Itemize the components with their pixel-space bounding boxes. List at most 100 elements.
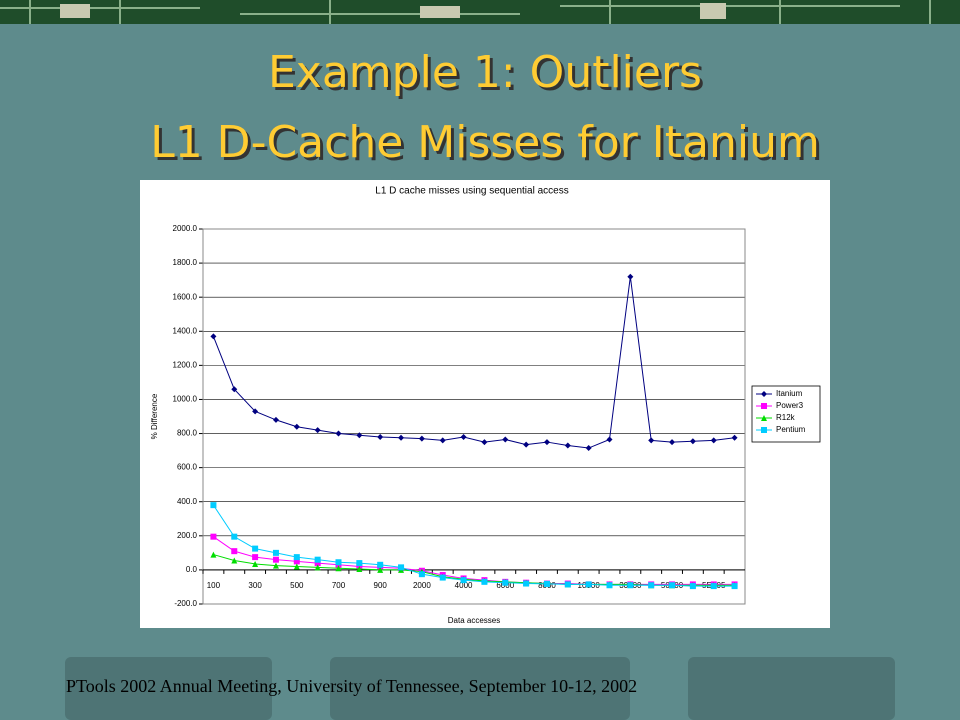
marker [543, 580, 550, 587]
y-axis-label: % Difference [150, 393, 159, 439]
marker [648, 437, 655, 444]
marker [252, 560, 259, 567]
y-tick-label: 1800.0 [173, 258, 198, 267]
series-line [212, 276, 735, 449]
marker [731, 583, 738, 590]
x-tick-label: 100 [207, 581, 221, 590]
x-tick-label: 500 [290, 581, 304, 590]
x-tick-label: 900 [374, 581, 388, 590]
chart-area [140, 180, 830, 628]
chart: L1 D cache misses using sequential acces… [150, 186, 821, 625]
marker [272, 416, 279, 423]
marker [272, 556, 279, 563]
marker [210, 551, 217, 558]
marker [761, 403, 767, 409]
marker [648, 582, 655, 589]
marker [669, 439, 676, 446]
marker [398, 564, 405, 571]
marker [543, 439, 550, 446]
marker [606, 436, 613, 443]
marker [335, 565, 342, 572]
y-tick-label: 1600.0 [173, 292, 198, 301]
marker [252, 554, 259, 561]
marker [293, 558, 300, 565]
footer-tabs [65, 657, 895, 720]
y-tick-label: -200.0 [174, 599, 197, 608]
x-tick-label: 2000 [413, 581, 431, 590]
marker [418, 435, 425, 442]
marker [231, 533, 238, 540]
marker [314, 556, 321, 563]
title-shadow: L1 D-Cache Misses for Itanium [153, 120, 823, 171]
y-tick-label: 800.0 [177, 429, 198, 438]
marker [585, 581, 592, 588]
marker [710, 437, 717, 444]
marker [231, 386, 238, 393]
marker [761, 391, 767, 397]
y-tick-label: 1400.0 [173, 326, 198, 335]
y-tick-label: 2000.0 [173, 224, 198, 233]
marker [669, 582, 676, 589]
marker [293, 423, 300, 430]
x-tick-label: 700 [332, 581, 346, 590]
marker [502, 436, 509, 443]
y-tick-label: 1000.0 [173, 395, 198, 404]
y-tick-label: 0.0 [186, 565, 198, 574]
marker [293, 563, 300, 570]
marker [272, 549, 279, 556]
marker [481, 439, 488, 446]
chart-title: L1 D cache misses using sequential acces… [375, 186, 568, 197]
marker [502, 579, 509, 586]
title: Example 1: Outliers Example 1: Outliers … [150, 47, 823, 171]
marker [460, 433, 467, 440]
x-tick-label: 300 [248, 581, 262, 590]
marker [460, 577, 467, 584]
legend-label: Itanium [776, 389, 803, 398]
marker [481, 578, 488, 585]
marker [210, 333, 217, 340]
marker [627, 582, 634, 589]
x-axis-label: Data accesses [448, 616, 500, 625]
marker [627, 273, 634, 280]
marker [356, 560, 363, 567]
legend-label: Pentium [776, 425, 806, 434]
marker [377, 433, 384, 440]
marker [356, 566, 363, 573]
marker [606, 582, 613, 589]
marker [585, 445, 592, 452]
marker [231, 557, 238, 564]
legend-label: R12k [776, 413, 796, 422]
marker [335, 559, 342, 566]
marker [564, 442, 571, 449]
marker [398, 434, 405, 441]
marker [710, 583, 717, 590]
marker [731, 434, 738, 441]
y-tick-label: 400.0 [177, 497, 198, 506]
marker [439, 437, 446, 444]
marker [523, 441, 530, 448]
circuit-strip [0, 0, 960, 24]
plot-frame [202, 228, 746, 605]
legend-label: Power3 [776, 401, 804, 410]
marker [210, 502, 217, 509]
y-tick-label: 200.0 [177, 531, 198, 540]
series-line [213, 504, 735, 587]
title-line: Example 1: Outliers [268, 47, 702, 98]
marker [314, 427, 321, 434]
marker [761, 427, 767, 433]
title-shadow: Example 1: Outliers [271, 50, 705, 101]
marker [564, 581, 571, 588]
marker [231, 548, 238, 555]
y-tick-label: 600.0 [177, 463, 198, 472]
marker [356, 432, 363, 439]
marker [314, 564, 321, 571]
marker [377, 566, 384, 573]
y-tick-label: 1200.0 [173, 360, 198, 369]
marker [761, 415, 767, 421]
marker [523, 580, 530, 587]
marker [689, 438, 696, 445]
marker [210, 533, 217, 540]
marker [689, 583, 696, 590]
